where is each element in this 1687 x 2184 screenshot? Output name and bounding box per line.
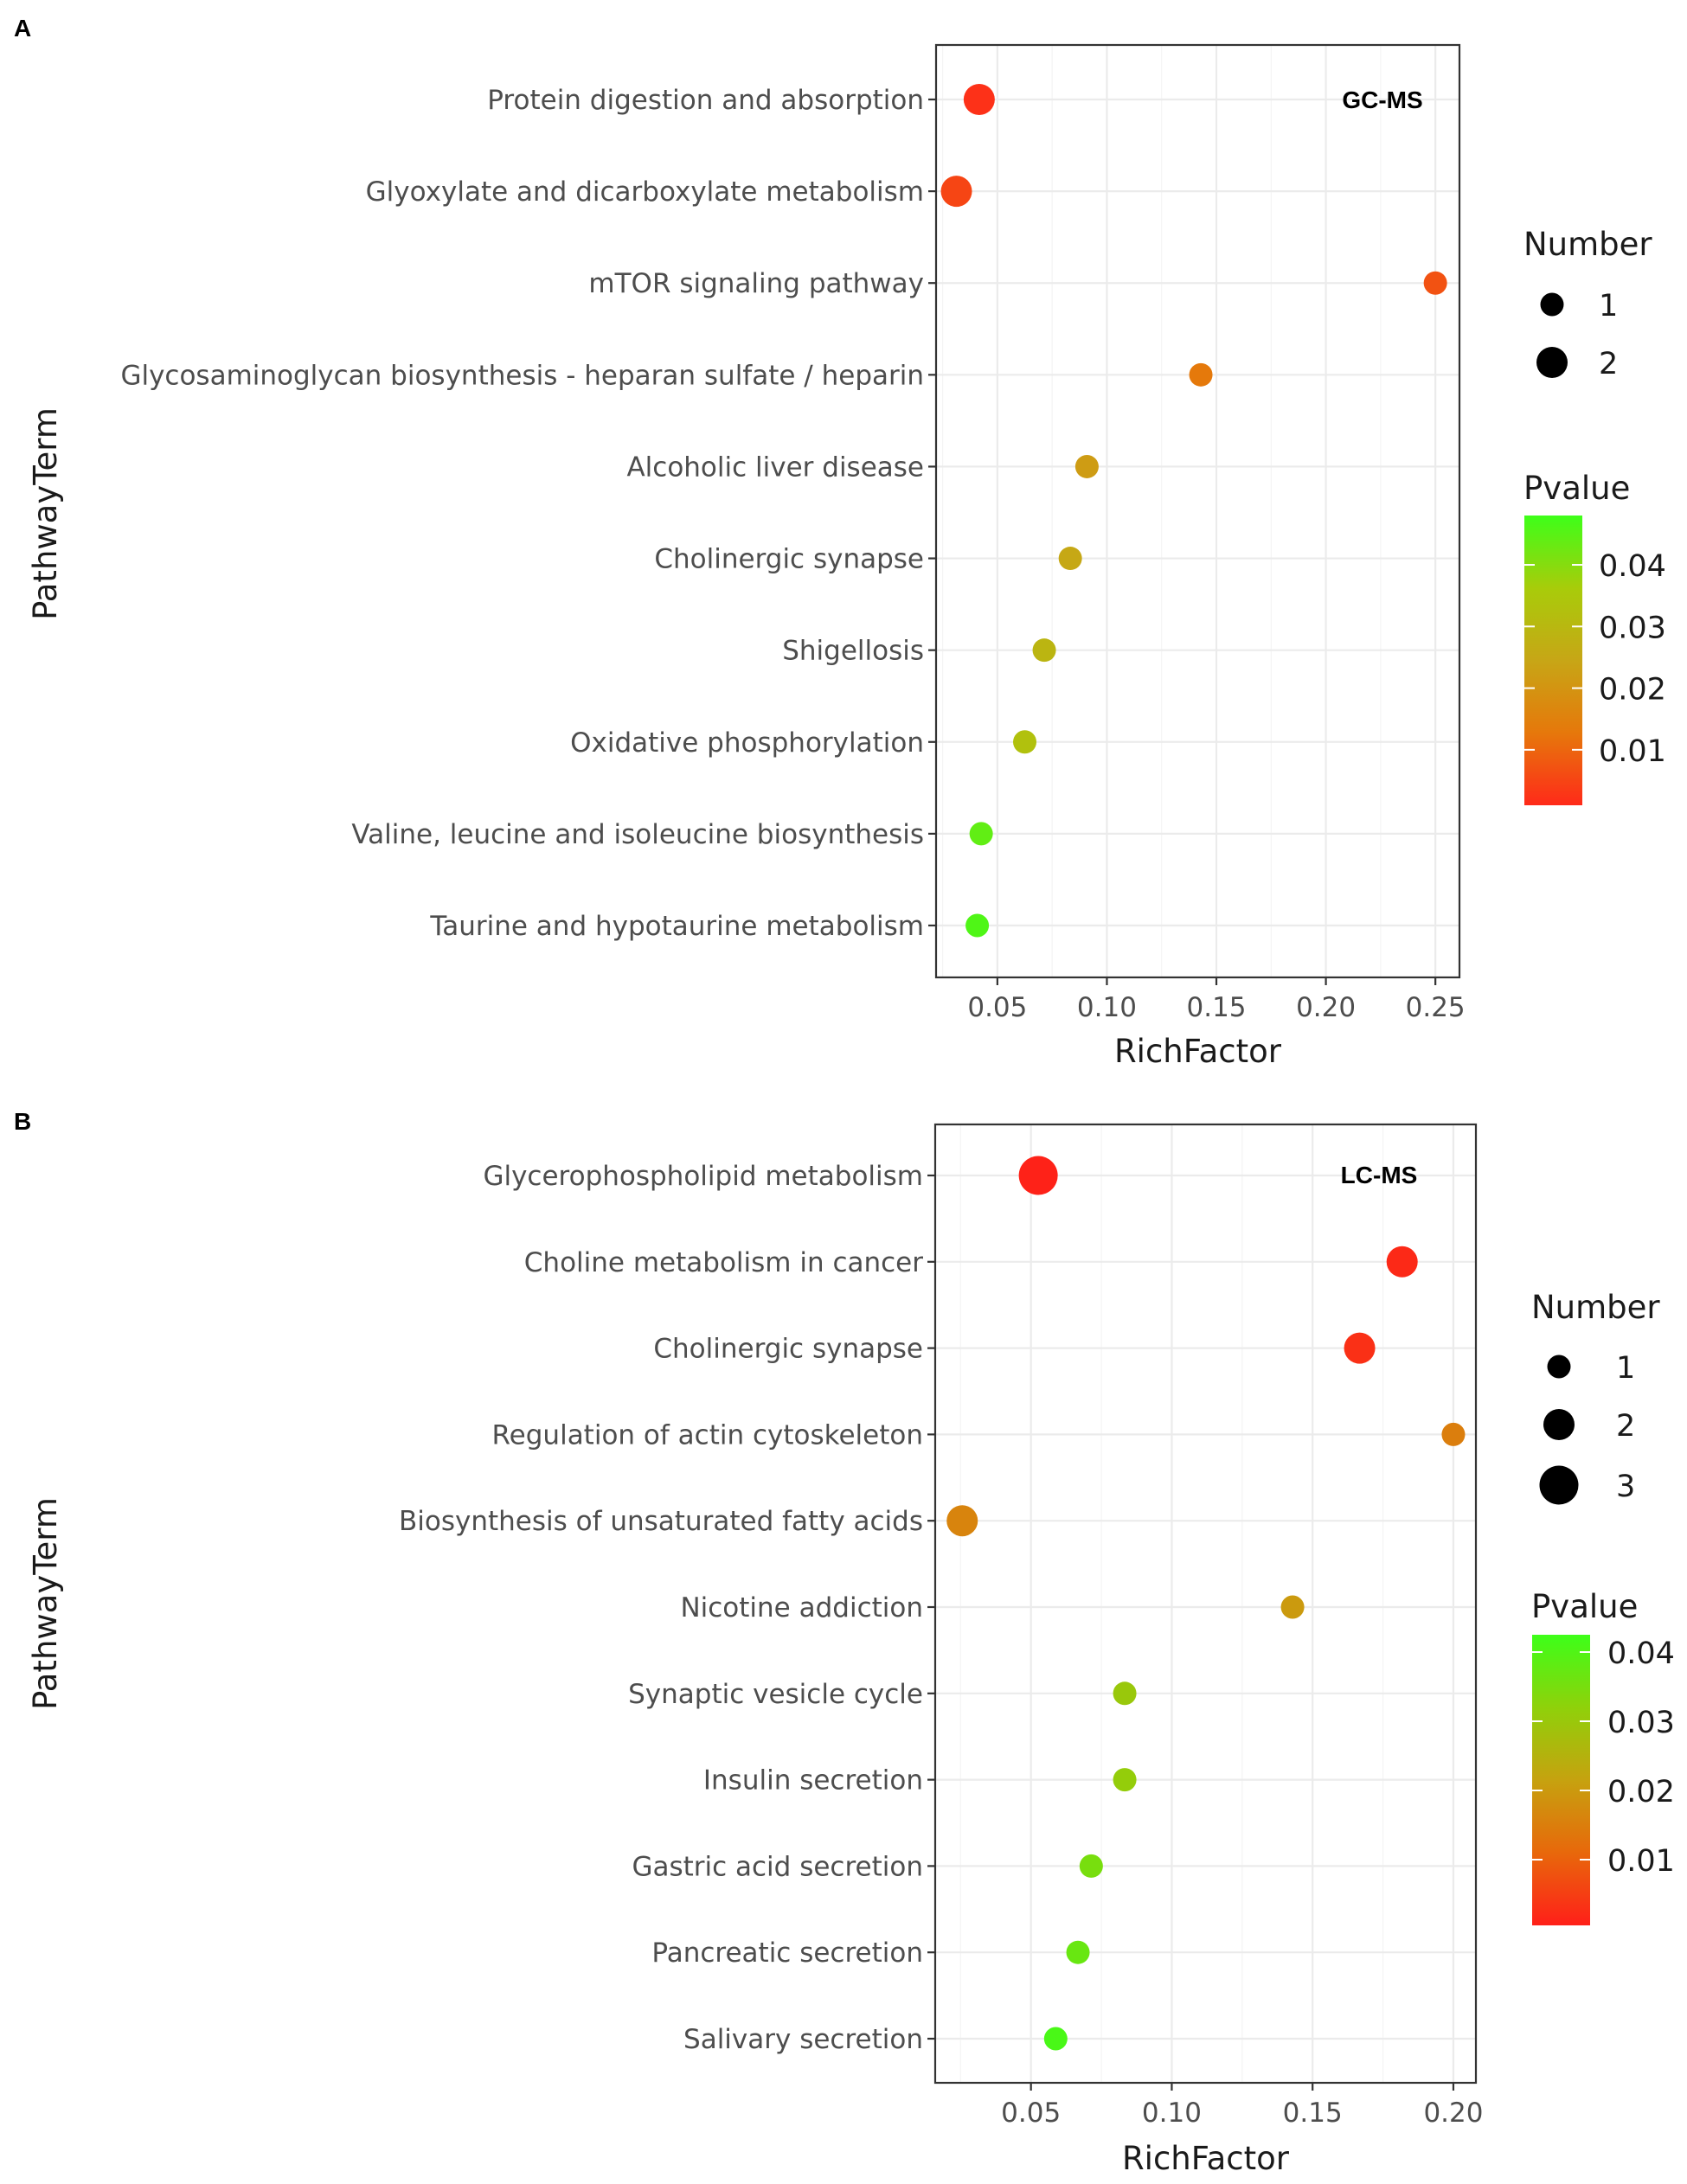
colorbar-label: 0.03 [1599,611,1666,645]
y-axis-title: PathwayTerm [27,1497,64,1710]
legend-size-label: 2 [1599,347,1618,381]
legend-size-dot [1547,1355,1571,1379]
y-tick-label: Salivary secretion [683,2024,923,2055]
y-tick-label: Shigellosis [782,636,924,667]
colorbar [1524,516,1582,805]
data-point [1113,1681,1137,1706]
y-tick-label: Regulation of actin cytoskeleton [492,1419,923,1451]
data-point [1113,1768,1137,1792]
data-point [940,176,972,208]
y-tick-label: Glycosaminoglycan biosynthesis - heparan… [120,360,924,391]
colorbar-label: 0.04 [1599,549,1666,584]
gridlines [935,1124,1476,2083]
colorbar [1532,1635,1590,1925]
y-tick-label: Cholinergic synapse [654,544,924,575]
legend-size-label: 1 [1616,1351,1635,1386]
legend-pvalue-title: Pvalue [1523,470,1630,507]
y-tick-label: Synaptic vesicle cycle [628,1679,923,1710]
legend-pvalue: Pvalue 0.04 0.03 0.02 0.01 [1523,470,1666,805]
data-point [1013,730,1037,754]
method-annotation: GC-MS [1342,86,1422,113]
legend-size-label: 1 [1599,289,1618,323]
y-tick-label: Choline metabolism in cancer [524,1247,923,1278]
x-tick-label: 0.05 [1001,2098,1061,2129]
data-point [1058,547,1082,571]
colorbar-label: 0.03 [1607,1706,1675,1740]
x-tick-label: 0.10 [1142,2098,1202,2129]
y-tick-label: Nicotine addiction [680,1592,923,1624]
colorbar-label: 0.02 [1599,673,1666,708]
data-point [969,822,993,846]
data-points [946,1156,1466,2051]
legend-number: Number 1 2 [1523,226,1652,381]
legend-size-label: 3 [1616,1470,1635,1504]
y-tick-label: Insulin secretion [703,1765,923,1797]
plot-border [934,43,1461,979]
colorbar-label: 0.01 [1599,734,1666,769]
y-tick-label: Taurine and hypotaurine metabolism [429,911,924,942]
data-point [1280,1595,1305,1619]
legend-size-dot [1536,347,1568,378]
panel-b: B Glycerophospholipid metabolism Choline m… [14,1108,1675,2177]
panel-a: A Protein digestion and absorption Glyoxyl… [14,15,1666,1070]
y-tick-label: Alcoholic liver disease [626,452,924,483]
y-tick-label: Pancreatic secretion [651,1937,923,1969]
plot-background [936,45,1459,977]
y-tick-label: Glycerophospholipid metabolism [483,1161,923,1192]
panel-label: A [14,15,31,42]
y-tick-label: mTOR signaling pathway [588,268,924,299]
legend-number: Number 1 2 3 [1531,1289,1660,1505]
panel-label: B [14,1108,31,1135]
data-point [946,1505,978,1537]
legend-pvalue: Pvalue 0.04 0.03 0.02 0.01 [1531,1588,1675,1925]
legend-size-dot [1540,292,1564,317]
colorbar-label: 0.02 [1607,1775,1675,1809]
y-tick-label: Gastric acid secretion [632,1851,923,1882]
data-point [1074,454,1099,478]
data-point [1066,1940,1090,1964]
x-tick-label: 0.15 [1283,2098,1343,2129]
legend-size-dot [1539,1465,1579,1505]
data-point [1441,1422,1466,1446]
data-point [1043,2027,1068,2051]
x-axis-title: RichFactor [1114,1033,1282,1070]
colorbar-label: 0.01 [1607,1844,1675,1879]
x-tick-label: 0.05 [967,992,1027,1023]
gridlines [936,45,1459,977]
data-point [1386,1246,1418,1278]
legend-size-dot [1543,1409,1575,1440]
data-points [940,84,1447,938]
data-point [1189,362,1213,387]
y-axis-title: PathwayTerm [27,407,64,620]
y-tick-label: Biosynthesis of unsaturated fatty acids [399,1506,923,1537]
colorbar-label: 0.04 [1607,1636,1675,1671]
plot-background [935,1124,1476,2083]
data-point [1344,1332,1376,1364]
y-tick-label: Cholinergic synapse [653,1334,923,1365]
x-tick-label: 0.20 [1423,2098,1483,2129]
data-point [1079,1854,1103,1878]
data-point [963,84,995,115]
data-point [1018,1156,1058,1195]
legend-size-label: 2 [1616,1409,1635,1444]
method-annotation: LC-MS [1341,1162,1418,1188]
x-tick-label: 0.25 [1406,992,1466,1023]
x-tick-label: 0.20 [1296,992,1356,1023]
y-tick-label: Glyoxylate and dicarboxylate metabolism [366,176,924,208]
legend-pvalue-title: Pvalue [1531,1588,1638,1625]
y-tick-label: Valine, leucine and isoleucine biosynthe… [351,819,924,850]
data-point [1423,271,1447,295]
data-point [1032,638,1056,663]
y-tick-label: Protein digestion and absorption [487,85,924,116]
legend-number-title: Number [1531,1289,1660,1326]
x-tick-label: 0.10 [1077,992,1137,1023]
legend-number-title: Number [1523,226,1652,263]
y-tick-label: Oxidative phosphorylation [570,727,924,759]
data-point [965,913,990,938]
x-axis-title: RichFactor [1122,2140,1290,2177]
plot-border [933,1123,1478,2085]
x-tick-label: 0.15 [1187,992,1247,1023]
